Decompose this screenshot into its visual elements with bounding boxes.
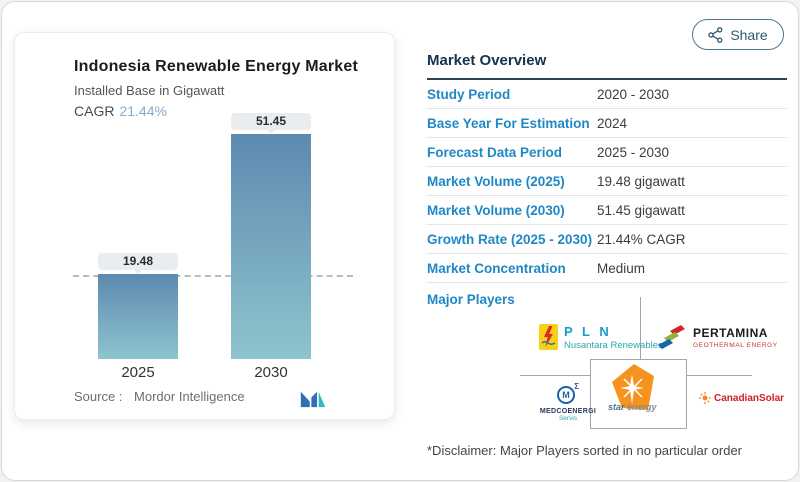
cagr-label: CAGR	[74, 103, 115, 119]
player-logo-canadian-solar[interactable]: CanadianSolar	[699, 392, 784, 404]
x-axis-label-2030: 2030	[254, 364, 288, 381]
canadian-solar-icon	[699, 392, 711, 404]
row-label: Growth Rate (2025 - 2030)	[427, 231, 593, 247]
player-name: CanadianSolar	[714, 392, 785, 404]
chart-title: Indonesia Renewable Energy Market	[74, 58, 359, 75]
row-value: 2025 - 2030	[597, 144, 670, 160]
overview-heading: Market Overview	[427, 52, 547, 69]
overview-heading-underline	[427, 78, 787, 80]
row-value: Medium	[597, 260, 646, 276]
player-name: P L N	[564, 324, 612, 339]
bar-value-label: 51.45	[231, 113, 311, 134]
star-energy-text: star energy	[608, 402, 657, 412]
table-row: Market Volume (2025) 19.48 gigawatt	[427, 167, 787, 196]
source-row: Source : Mordor Intelligence	[74, 389, 374, 411]
pln-icon	[539, 324, 558, 350]
bar-2025[interactable]	[98, 274, 178, 359]
bar-value-text: 51.45	[255, 114, 287, 128]
player-subname: Servis	[558, 415, 578, 422]
row-label: Study Period	[427, 86, 511, 102]
medco-circle: M	[557, 386, 575, 404]
medco-sigma: Σ	[574, 382, 579, 391]
bar-group-2030: 51.45 2030	[231, 113, 311, 384]
player-subname: Nusantara Renewables	[564, 340, 663, 351]
x-axis-label-2025: 2025	[121, 364, 155, 381]
chart-card: Indonesia Renewable Energy Market Instal…	[14, 32, 395, 420]
table-row: Forecast Data Period 2025 - 2030	[427, 138, 787, 167]
row-value: 21.44% CAGR	[597, 231, 686, 247]
table-row: Study Period 2020 - 2030	[427, 80, 787, 109]
row-value: 2020 - 2030	[597, 86, 670, 102]
player-subname: GEOTHERMAL ENERGY	[693, 341, 778, 349]
row-label: Market Volume (2030)	[427, 202, 565, 218]
chart-subtitle: Installed Base in Gigawatt	[74, 83, 225, 98]
pertamina-text: PERTAMINA GEOTHERMAL ENERGY	[693, 326, 778, 349]
row-value: 2024	[597, 115, 628, 131]
pertamina-icon	[658, 325, 685, 349]
medcoenergi-icon: M Σ	[557, 382, 579, 406]
share-button[interactable]: Share	[692, 19, 784, 50]
player-subname: energy	[627, 402, 657, 412]
cagr-value: 21.44%	[119, 103, 167, 119]
row-value: 19.48 gigawatt	[597, 173, 685, 189]
bar-value-text: 19.48	[122, 254, 154, 268]
source-value: Mordor Intelligence	[134, 389, 245, 404]
share-icon	[708, 26, 723, 43]
overview-table: Study Period 2020 - 2030 Base Year For E…	[427, 80, 787, 283]
table-row: Base Year For Estimation 2024	[427, 109, 787, 138]
reference-dashed-line	[73, 275, 353, 277]
row-label: Market Concentration	[427, 260, 566, 276]
table-row: Market Concentration Medium	[427, 254, 787, 283]
pln-text: P L N Nusantara Renewables	[564, 324, 663, 351]
row-label: Forecast Data Period	[427, 144, 563, 160]
row-label: Base Year For Estimation	[427, 115, 590, 131]
player-name: star	[608, 402, 625, 412]
table-row: Market Volume (2030) 51.45 gigawatt	[427, 196, 787, 225]
share-button-label: Share	[730, 26, 768, 43]
star-energy-icon	[610, 364, 656, 419]
player-logo-pertamina[interactable]: PERTAMINA GEOTHERMAL ENERGY	[657, 324, 778, 350]
cagr-line: CAGR 21.44%	[74, 103, 167, 119]
players-divider-vertical	[640, 297, 641, 359]
player-name: PERTAMINA	[693, 325, 768, 340]
bar-group-2025: 19.48 2025	[98, 253, 178, 384]
player-name: MEDCOENERGI	[539, 408, 597, 415]
bar-value-label: 19.48	[98, 253, 178, 274]
pill-pointer	[134, 270, 142, 274]
pill-pointer	[267, 130, 275, 134]
bar-2030[interactable]	[231, 134, 311, 359]
players-divider-horizontal-right	[687, 375, 752, 376]
players-divider-horizontal-left	[520, 375, 590, 376]
source-label: Source :	[74, 389, 123, 404]
table-row: Growth Rate (2025 - 2030) 21.44% CAGR	[427, 225, 787, 254]
player-logo-pln[interactable]: P L N Nusantara Renewables	[539, 324, 663, 351]
player-logo-star-energy[interactable]: star energy	[602, 364, 677, 422]
major-players-label: Major Players	[427, 292, 515, 307]
mordor-intelligence-logo-icon	[300, 390, 326, 411]
player-logo-medcoenergi[interactable]: M Σ MEDCOENERGI Servis	[535, 382, 601, 422]
row-label: Market Volume (2025)	[427, 173, 565, 189]
disclaimer-text: *Disclaimer: Major Players sorted in no …	[427, 443, 743, 458]
row-value: 51.45 gigawatt	[597, 202, 685, 218]
